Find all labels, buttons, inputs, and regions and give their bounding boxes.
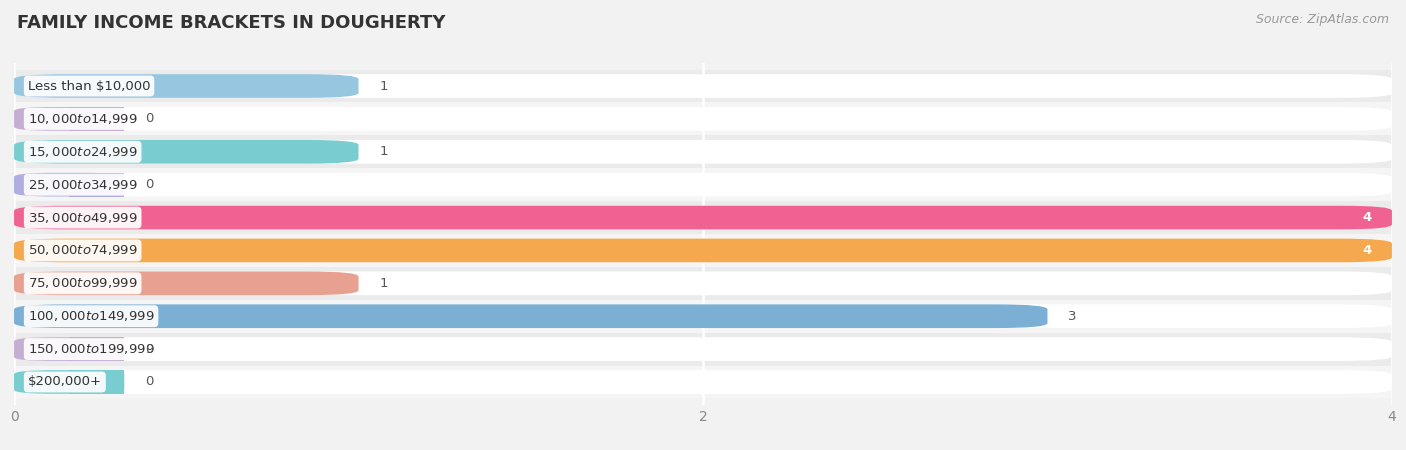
- FancyBboxPatch shape: [14, 206, 1392, 230]
- Bar: [14, 333, 1392, 365]
- FancyBboxPatch shape: [14, 107, 124, 131]
- Bar: [14, 168, 1392, 201]
- FancyBboxPatch shape: [14, 337, 124, 361]
- FancyBboxPatch shape: [14, 238, 1392, 262]
- Bar: [14, 234, 1392, 267]
- Text: Less than $10,000: Less than $10,000: [28, 80, 150, 93]
- FancyBboxPatch shape: [14, 206, 1392, 230]
- Text: 0: 0: [145, 112, 153, 126]
- FancyBboxPatch shape: [14, 370, 124, 394]
- Text: $35,000 to $49,999: $35,000 to $49,999: [28, 211, 138, 225]
- FancyBboxPatch shape: [14, 337, 1392, 361]
- Bar: [14, 267, 1392, 300]
- Text: 1: 1: [380, 145, 388, 158]
- FancyBboxPatch shape: [14, 238, 1392, 262]
- FancyBboxPatch shape: [14, 173, 1392, 197]
- FancyBboxPatch shape: [14, 140, 359, 164]
- Text: 0: 0: [145, 375, 153, 388]
- FancyBboxPatch shape: [14, 271, 1392, 295]
- Text: $200,000+: $200,000+: [28, 375, 101, 388]
- Bar: [14, 201, 1392, 234]
- Bar: [14, 103, 1392, 135]
- Bar: [14, 300, 1392, 333]
- Text: 1: 1: [380, 80, 388, 93]
- Text: $15,000 to $24,999: $15,000 to $24,999: [28, 145, 138, 159]
- Bar: [14, 135, 1392, 168]
- FancyBboxPatch shape: [14, 304, 1047, 328]
- Text: 4: 4: [1362, 211, 1371, 224]
- FancyBboxPatch shape: [14, 74, 1392, 98]
- Text: $75,000 to $99,999: $75,000 to $99,999: [28, 276, 138, 290]
- Text: 1: 1: [380, 277, 388, 290]
- Text: 0: 0: [145, 342, 153, 356]
- Text: $25,000 to $34,999: $25,000 to $34,999: [28, 178, 138, 192]
- FancyBboxPatch shape: [69, 370, 124, 394]
- Text: $100,000 to $149,999: $100,000 to $149,999: [28, 309, 155, 323]
- Text: 3: 3: [1069, 310, 1077, 323]
- FancyBboxPatch shape: [14, 107, 1392, 131]
- FancyBboxPatch shape: [14, 370, 1392, 394]
- Text: FAMILY INCOME BRACKETS IN DOUGHERTY: FAMILY INCOME BRACKETS IN DOUGHERTY: [17, 14, 446, 32]
- FancyBboxPatch shape: [14, 140, 1392, 164]
- Text: $50,000 to $74,999: $50,000 to $74,999: [28, 243, 138, 257]
- FancyBboxPatch shape: [14, 271, 359, 295]
- FancyBboxPatch shape: [69, 337, 124, 361]
- FancyBboxPatch shape: [14, 304, 1392, 328]
- Bar: [14, 365, 1392, 398]
- FancyBboxPatch shape: [14, 74, 359, 98]
- Text: 0: 0: [145, 178, 153, 191]
- FancyBboxPatch shape: [14, 173, 124, 197]
- Bar: [14, 70, 1392, 103]
- FancyBboxPatch shape: [69, 173, 124, 197]
- Text: 4: 4: [1362, 244, 1371, 257]
- Text: Source: ZipAtlas.com: Source: ZipAtlas.com: [1256, 14, 1389, 27]
- FancyBboxPatch shape: [69, 107, 124, 131]
- Text: $10,000 to $14,999: $10,000 to $14,999: [28, 112, 138, 126]
- Text: $150,000 to $199,999: $150,000 to $199,999: [28, 342, 155, 356]
